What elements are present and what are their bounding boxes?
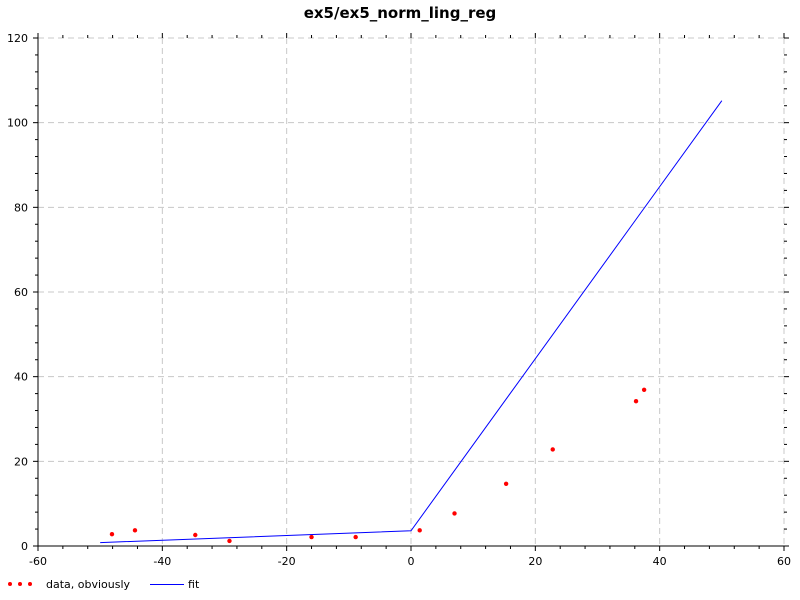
grid-lines xyxy=(38,37,785,546)
x-tick-label: 0 xyxy=(408,555,415,568)
legend-item-data: data, obviously xyxy=(8,578,130,591)
data-point xyxy=(353,534,358,540)
legend-marker-points xyxy=(8,578,42,590)
chart-title: ex5/ex5_norm_ling_reg xyxy=(303,4,497,22)
y-tick-label: 60 xyxy=(14,286,28,299)
x-tick-label: 60 xyxy=(777,555,791,568)
x-tick-label: 20 xyxy=(528,555,542,568)
data-point xyxy=(193,532,198,538)
series xyxy=(100,100,723,544)
ticks: -60 -40 -20 0 20 40 60 0 20 40 60 80 100 120 xyxy=(7,32,791,568)
y-tick-label: 20 xyxy=(14,455,28,468)
data-point xyxy=(109,531,115,537)
data-point xyxy=(452,511,457,516)
legend: data, obviously fit xyxy=(8,576,219,592)
y-tick-label: 40 xyxy=(14,371,28,384)
data-point xyxy=(132,528,138,533)
fit-line xyxy=(100,100,723,544)
data-point xyxy=(633,399,639,404)
x-tick-label: -60 xyxy=(29,555,47,568)
x-tick-label: 40 xyxy=(653,555,667,568)
y-tick-label: 100 xyxy=(7,117,28,130)
data-point xyxy=(309,534,314,540)
y-tick-label: 0 xyxy=(21,540,28,553)
y-tick-label: 80 xyxy=(14,201,28,214)
data-point xyxy=(227,538,232,544)
data-point xyxy=(503,481,509,486)
data-point xyxy=(641,387,647,392)
y-tick-label: 120 xyxy=(7,32,28,45)
legend-label-data: data, obviously xyxy=(46,577,131,591)
x-tick-label: -40 xyxy=(153,555,171,568)
legend-item-fit: fit xyxy=(150,578,199,591)
legend-marker-line xyxy=(150,578,185,590)
legend-label-fit: fit xyxy=(188,577,200,591)
data-point xyxy=(417,528,422,533)
x-tick-label: -20 xyxy=(278,555,296,568)
data-point xyxy=(550,447,555,452)
